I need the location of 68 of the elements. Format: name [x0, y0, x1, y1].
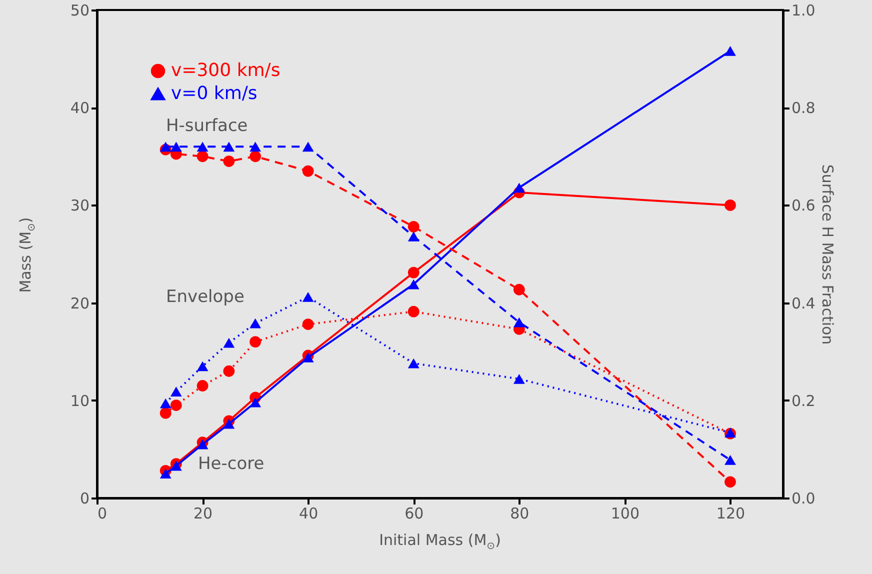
- point: [170, 400, 182, 411]
- point: [223, 365, 235, 377]
- point: [170, 386, 182, 397]
- y-tick-label: 30: [70, 196, 90, 215]
- annotation: He-core: [198, 454, 264, 474]
- point: [302, 165, 314, 177]
- point: [223, 142, 235, 152]
- x-tick-label: 100: [610, 504, 640, 522]
- point: [513, 374, 525, 384]
- y2-tick-label: 1.0: [792, 2, 816, 20]
- point: [250, 336, 262, 348]
- legend-label: v=300 km/s: [171, 60, 280, 81]
- x-tick-label: 20: [193, 504, 213, 522]
- x-tick-label: 60: [404, 504, 424, 522]
- legend-label: v=0 km/s: [171, 83, 258, 104]
- point: [302, 292, 314, 302]
- annotation: Envelope: [166, 287, 244, 307]
- point: [196, 142, 208, 152]
- x-axis-title: Initial Mass (M$_{⊙}$): [379, 531, 501, 552]
- y2-tick-label: 0.0: [792, 490, 816, 508]
- point: [223, 418, 235, 429]
- y2-tick-label: 0.2: [792, 392, 816, 410]
- point: [196, 150, 208, 162]
- point: [408, 231, 420, 242]
- point: [170, 460, 182, 471]
- point: [196, 361, 208, 372]
- point: [724, 46, 736, 56]
- point: [724, 455, 736, 465]
- point: [408, 279, 420, 290]
- point: [250, 397, 262, 408]
- point: [250, 142, 262, 152]
- y2-axis-title: Surface H Mass Fraction: [818, 164, 836, 345]
- y-tick-label: 50: [70, 2, 90, 20]
- point: [250, 318, 262, 328]
- x-tick-label: 120: [716, 504, 746, 522]
- point: [513, 182, 525, 193]
- point: [160, 468, 172, 479]
- point: [302, 318, 314, 330]
- y-tick-label: 10: [70, 392, 90, 410]
- annotation: H-surface: [166, 116, 248, 136]
- point: [160, 142, 172, 152]
- x-tick-label: 80: [510, 504, 530, 522]
- point: [408, 306, 420, 318]
- point: [513, 284, 525, 296]
- y-tick-label: 20: [70, 294, 90, 312]
- point: [223, 338, 235, 348]
- point: [724, 476, 736, 488]
- point: [724, 200, 736, 211]
- point: [408, 220, 420, 232]
- point: [408, 358, 420, 368]
- point: [196, 380, 208, 392]
- point: [223, 156, 235, 167]
- y2-tick-label: 0.4: [792, 294, 816, 312]
- point: [250, 150, 262, 162]
- x-tick-label: 40: [299, 504, 318, 522]
- y-tick-label: 40: [70, 99, 90, 118]
- point: [196, 439, 208, 450]
- y2-tick-label: 0.8: [792, 99, 816, 118]
- point: [160, 398, 172, 408]
- y-tick-label: 0: [80, 490, 90, 508]
- y2-tick-label: 0.6: [792, 196, 816, 215]
- point: [302, 142, 314, 152]
- point: [170, 142, 182, 152]
- point: [408, 266, 420, 278]
- point: [160, 407, 172, 419]
- point: [302, 352, 314, 362]
- point: [513, 317, 525, 328]
- x-tick-label: 0: [98, 504, 108, 522]
